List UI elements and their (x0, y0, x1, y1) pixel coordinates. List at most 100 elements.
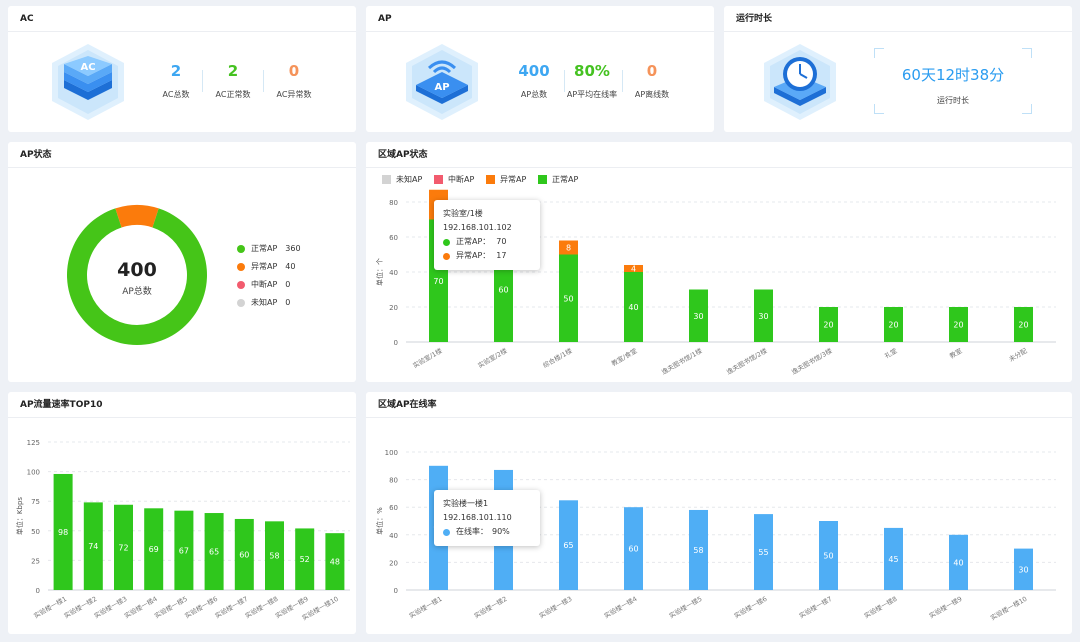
legend-dot (237, 280, 245, 289)
legend-interrupted-ap[interactable]: 中断AP (434, 174, 474, 185)
legend-swatch (486, 175, 495, 184)
x-tick-label: 实验楼一楼6 (732, 594, 768, 620)
bar-value-label: 40 (628, 303, 638, 312)
bar (234, 518, 254, 590)
tooltip-row-label: 正常AP： (456, 237, 491, 246)
legend-dot (237, 244, 245, 253)
bar (754, 289, 773, 342)
legend-label: 中断AP (251, 280, 278, 289)
y-tick-label: 60 (389, 504, 398, 512)
legend-dot (237, 298, 245, 307)
frame-corner (874, 104, 884, 114)
ap-status-donut-chart: 400 AP总数 (67, 205, 207, 345)
bar-value-label: 65 (209, 548, 219, 557)
frame-corner (1022, 48, 1032, 58)
legend-interrupted-ap[interactable]: 中断AP 0 (237, 279, 290, 290)
region-status-card: 区域AP状态 未知AP 中断AP 异常AP 正常AP 0 20 40 60 80 单位：个… (366, 142, 1072, 382)
bar (144, 508, 164, 590)
tooltip-title: 实验楼一楼1 (443, 499, 489, 508)
legend-abnormal-ap[interactable]: 异常AP (486, 174, 526, 185)
legend-dot (237, 262, 245, 271)
legend-label: 未知AP (251, 298, 278, 307)
bar-value-label: 67 (179, 546, 189, 555)
bar-value-label: 30 (758, 312, 768, 321)
bar-value-label: 30 (1018, 565, 1028, 574)
bar-value-label: 30 (693, 312, 703, 321)
bar (325, 533, 345, 590)
ap-offline-value: 0 (646, 62, 658, 80)
tooltip-row-value: 90% (492, 527, 510, 536)
bar (559, 500, 578, 590)
y-tick-label: 0 (36, 587, 40, 595)
bar-value-label: 20 (823, 321, 833, 330)
ap-status-title: AP状态 (8, 142, 356, 168)
ac-normal-label: AC正常数 (215, 90, 251, 99)
ap-total-label: AP总数 (520, 90, 548, 99)
y-tick-label: 100 (27, 469, 40, 477)
bar (174, 510, 194, 590)
ap-card-title: AP (366, 6, 714, 32)
legend-normal-ap[interactable]: 正常AP (538, 174, 578, 185)
x-tick-label: 实验室/2楼 (476, 346, 509, 370)
legend-label: 未知AP (396, 175, 423, 184)
svg-text:AC: AC (80, 62, 95, 73)
bar (53, 473, 73, 590)
y-tick-label: 40 (389, 269, 398, 277)
clock-icon (764, 44, 836, 120)
bar-value-label: 58 (269, 552, 279, 561)
x-tick-label: 实验楼一楼4 (602, 594, 638, 620)
bar-value-label: 50 (563, 294, 573, 303)
ap-wifi-icon: AP (406, 44, 478, 120)
ap-offline-label: AP离线数 (634, 90, 670, 99)
bar (1014, 307, 1033, 342)
y-tick-label: 125 (27, 439, 40, 447)
region-status-tooltip: 实验室/1楼 192.168.101.102 正常AP： 70 异常AP： 17 (434, 200, 540, 270)
donut-center-value: 400 (117, 259, 157, 281)
tooltip-row-label: 在线率： (456, 527, 488, 536)
y-axis-label: 单位：个 (375, 258, 384, 286)
x-tick-label: 实验楼一楼7 (213, 594, 249, 620)
bar-value-label: 58 (693, 546, 703, 555)
x-tick-label: 实验楼一楼10 (989, 594, 1029, 622)
bar-value-label: 52 (300, 555, 310, 564)
legend-value: 0 (285, 280, 291, 289)
legend-unknown-ap[interactable]: 未知AP 0 (237, 297, 290, 308)
ac-normal-value: 2 (227, 62, 239, 80)
ac-total-value: 2 (170, 62, 182, 80)
bar-value-label: 40 (953, 558, 963, 567)
ap-offline-stat: 0 AP离线数 (624, 62, 680, 100)
x-tick-label: 实验楼一楼8 (243, 594, 279, 620)
tooltip-row-normal: 正常AP： 70 (443, 235, 531, 249)
ac-server-icon: AC (52, 44, 124, 120)
bar (624, 507, 643, 590)
bar (689, 289, 708, 342)
y-axis-label: 单位：% (375, 507, 384, 535)
legend-normal-ap[interactable]: 正常AP 360 (237, 243, 301, 254)
bar (819, 307, 838, 342)
x-tick-label: 教室 (948, 346, 964, 361)
bar-value-label: 60 (628, 545, 638, 554)
bar-value-label: 72 (118, 543, 128, 552)
x-tick-label: 礼堂 (883, 346, 899, 361)
bar (624, 272, 643, 342)
y-tick-label: 50 (31, 528, 40, 536)
bar (265, 521, 284, 590)
divider (263, 70, 264, 92)
x-tick-label: 实验楼一楼3 (92, 594, 128, 620)
ac-total-label: AC总数 (162, 90, 190, 99)
tooltip-title: 实验室/1楼 (443, 209, 483, 218)
y-tick-label: 20 (389, 559, 398, 567)
region-online-card: 区域AP在线率 020406080100单位：%90实验楼一楼187实验楼一楼2… (366, 392, 1072, 634)
tooltip-row-label: 异常AP： (456, 251, 491, 260)
tooltip-row-value: 17 (496, 251, 507, 260)
tooltip-row-value: 70 (496, 237, 507, 246)
legend-unknown-ap[interactable]: 未知AP (382, 174, 422, 185)
legend-label: 异常AP (251, 262, 278, 271)
x-tick-label: 综合楼/1楼 (541, 346, 574, 370)
legend-abnormal-ap[interactable]: 异常AP 40 (237, 261, 295, 272)
bar (559, 254, 578, 342)
y-tick-label: 60 (389, 234, 398, 242)
tooltip-ip: 192.168.101.102 (443, 223, 512, 232)
bar-value-label: 65 (563, 541, 573, 550)
x-tick-label: 逸夫图书馆/1楼 (660, 346, 704, 377)
